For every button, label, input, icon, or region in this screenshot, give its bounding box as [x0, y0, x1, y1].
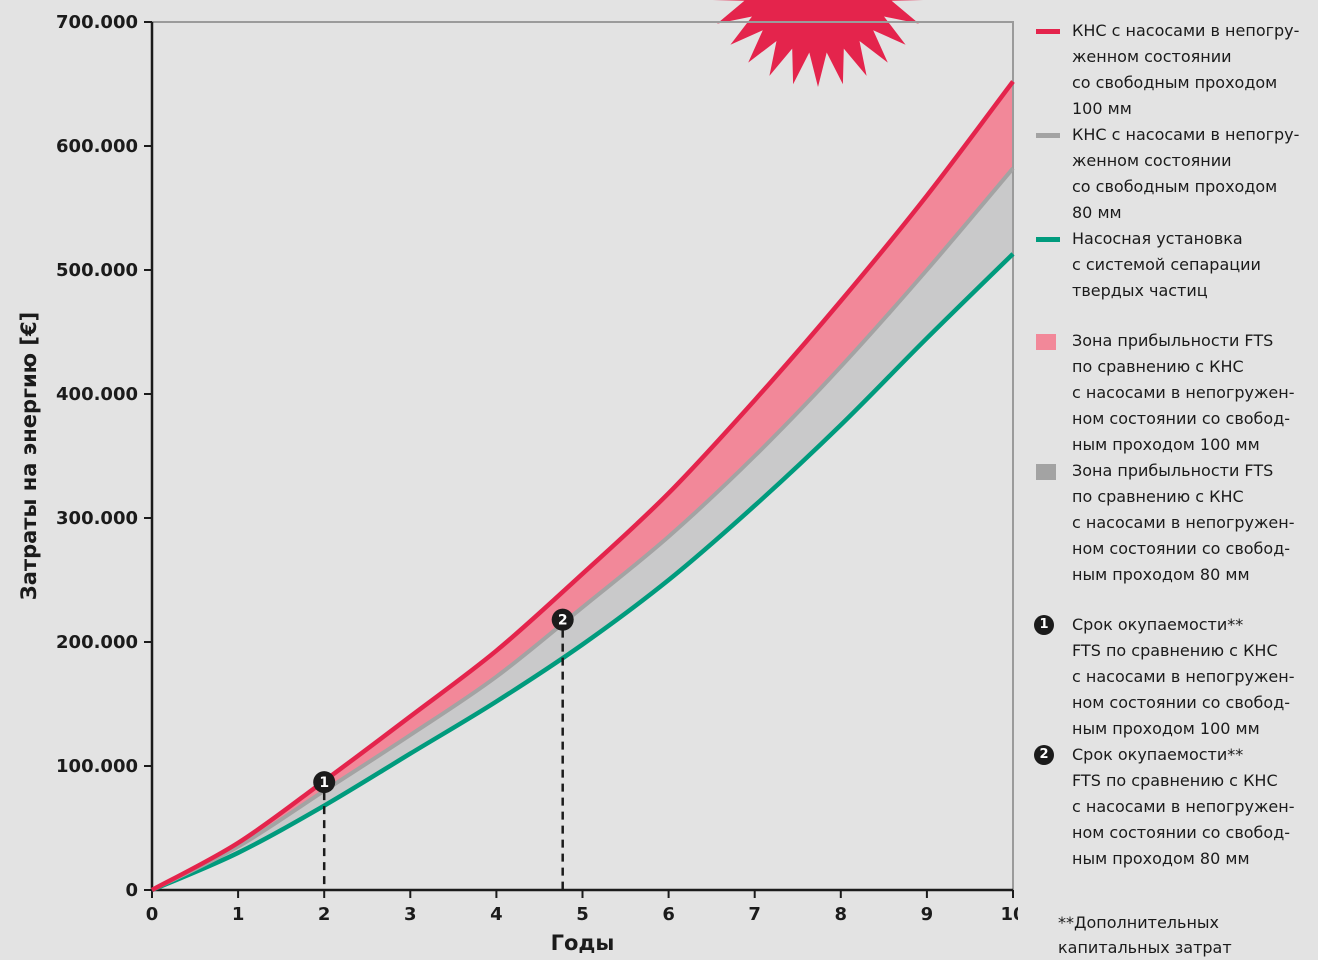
y-axis-title: Затраты на энергию [€]	[17, 312, 41, 600]
legend-text: КНС с насосами в непогру- женном состоян…	[1072, 125, 1300, 222]
series-line-100mm	[150, 80, 1015, 892]
y-tick-label: 0	[125, 880, 138, 901]
legend-marker-number: 2	[1034, 745, 1054, 765]
profit-zone-100mm	[152, 81, 1013, 890]
x-tick-label: 8	[835, 904, 848, 925]
legend-line-swatch	[1036, 133, 1060, 138]
x-tick-label: 4	[490, 904, 503, 925]
payback-marker	[313, 771, 336, 794]
payback-marker-number: 1	[319, 775, 329, 791]
legend-item-zone: Зона прибыльности FTS по сравнению с КНС…	[1034, 458, 1318, 588]
y-tick-label: 400.000	[56, 384, 138, 405]
x-tick-label: 3	[404, 904, 417, 925]
legend-item-line: Насосная установка с системой сепарации …	[1034, 226, 1318, 304]
footnote: **Дополнительных капитальных затрат	[1058, 913, 1232, 957]
legend-text: Срок окупаемости** FTS по сравнению с КН…	[1072, 615, 1295, 738]
legend-text: Насосная установка с системой сепарации …	[1072, 229, 1261, 300]
x-tick-label: 1	[232, 904, 245, 925]
legend: КНС с насосами в непогру- женном состоян…	[1034, 18, 1318, 872]
legend-text: Зона прибыльности FTS по сравнению с КНС…	[1072, 461, 1295, 584]
legend-item-marker: 1 Срок окупаемости** FTS по сравнению с К…	[1034, 612, 1318, 742]
payback-marker-number: 2	[558, 613, 568, 629]
x-tick-label: 9	[921, 904, 934, 925]
legend-text: Зона прибыльности FTS по сравнению с КНС…	[1072, 331, 1295, 454]
legend-marker-number: 1	[1034, 615, 1054, 635]
legend-item-line: КНС с насосами в непогру- женном состоян…	[1034, 122, 1318, 226]
legend-text: Срок окупаемости** FTS по сравнению с КН…	[1072, 745, 1295, 868]
legend-item-line: КНС с насосами в непогру- женном состоян…	[1034, 18, 1318, 122]
x-tick-label: 6	[662, 904, 675, 925]
legend-zone-swatch	[1036, 334, 1056, 350]
y-tick-label: 500.000	[56, 260, 138, 281]
payback-marker	[551, 608, 574, 631]
x-tick-label: 7	[748, 904, 761, 925]
x-tick-label: 0	[146, 904, 159, 925]
legend-item-marker: 2 Срок окупаемости** FTS по сравнению с К…	[1034, 742, 1318, 872]
y-tick-label: 200.000	[56, 632, 138, 653]
legend-item-zone: Зона прибыльности FTS по сравнению с КНС…	[1034, 328, 1318, 458]
y-tick-label: 600.000	[56, 136, 138, 157]
series-line-fts	[151, 252, 1015, 893]
energy-cost-chart: 0 1 2 3 4 5 6 7 8 9 10 0 100.000 200.000 300.000 400.00…	[17, 0, 1018, 955]
series-line-80mm	[151, 167, 1015, 892]
legend-zone-swatch	[1036, 464, 1056, 480]
legend-text: КНС с насосами в непогру- женном состоян…	[1072, 21, 1300, 118]
legend-line-swatch	[1036, 237, 1060, 242]
y-tick-label: 100.000	[56, 756, 138, 777]
legend-line-swatch	[1036, 29, 1060, 34]
x-tick-label: 10	[1000, 904, 1018, 925]
x-tick-label: 5	[576, 904, 589, 925]
x-tick-label: 2	[318, 904, 331, 925]
x-axis-title: Годы	[551, 931, 615, 955]
y-tick-label: 700.000	[56, 12, 138, 33]
plot-frame	[151, 21, 1014, 891]
y-tick-label: 300.000	[56, 508, 138, 529]
starburst-badge	[712, 0, 924, 87]
